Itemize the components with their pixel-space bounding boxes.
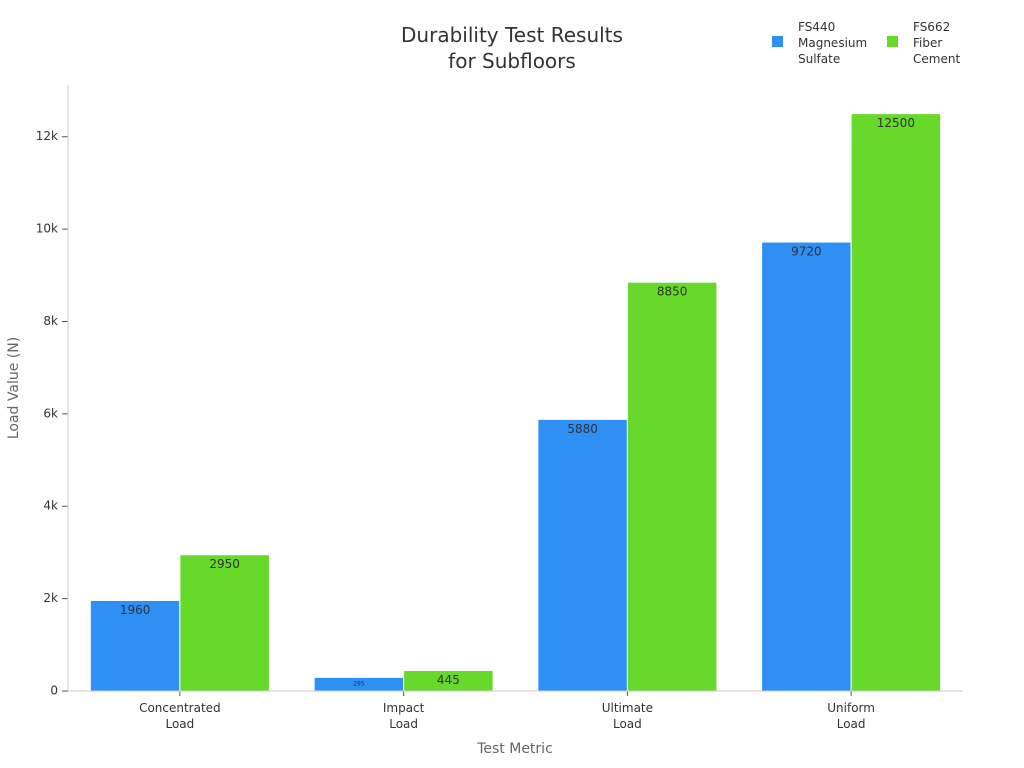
value-label: 8850 — [657, 285, 688, 299]
x-tick-label: Concentrated Load — [139, 701, 221, 731]
legend-swatch — [772, 36, 783, 47]
bar — [626, 281, 718, 692]
value-label: 2950 — [209, 557, 240, 571]
x-tick-label: Uniform Load — [827, 701, 875, 731]
y-tick-label: 12k — [36, 129, 58, 143]
legend-label: FS440 Magnesium Sulfate — [798, 20, 868, 66]
bar — [850, 113, 942, 692]
bar — [89, 599, 181, 692]
y-tick-label: 8k — [43, 314, 58, 328]
value-label: 1960 — [120, 603, 151, 617]
bar — [537, 418, 628, 692]
x-axis-label: Test Metric — [477, 741, 553, 757]
value-label: 445 — [437, 673, 460, 687]
value-label: 9720 — [791, 245, 822, 259]
y-axis-label: Load Value (N) — [6, 337, 22, 439]
y-tick-label: 10k — [36, 222, 58, 236]
y-tick-label: 4k — [43, 499, 58, 513]
bar — [179, 554, 270, 692]
value-label: 5880 — [567, 422, 598, 436]
legend-label: FS662 Fiber Cement — [913, 20, 961, 66]
chart-title: Durability Test Results for Subfloors — [401, 23, 623, 73]
x-tick-label: Impact Load — [382, 701, 425, 731]
x-tick-label: Ultimate Load — [601, 701, 654, 731]
value-label: 12500 — [877, 116, 915, 130]
value-label: 295 — [353, 681, 365, 688]
y-tick-label: 2k — [43, 591, 58, 605]
y-tick-label: 6k — [43, 406, 58, 420]
bar — [761, 241, 852, 692]
legend-swatch — [887, 36, 898, 47]
y-tick-label: 0 — [50, 684, 58, 698]
